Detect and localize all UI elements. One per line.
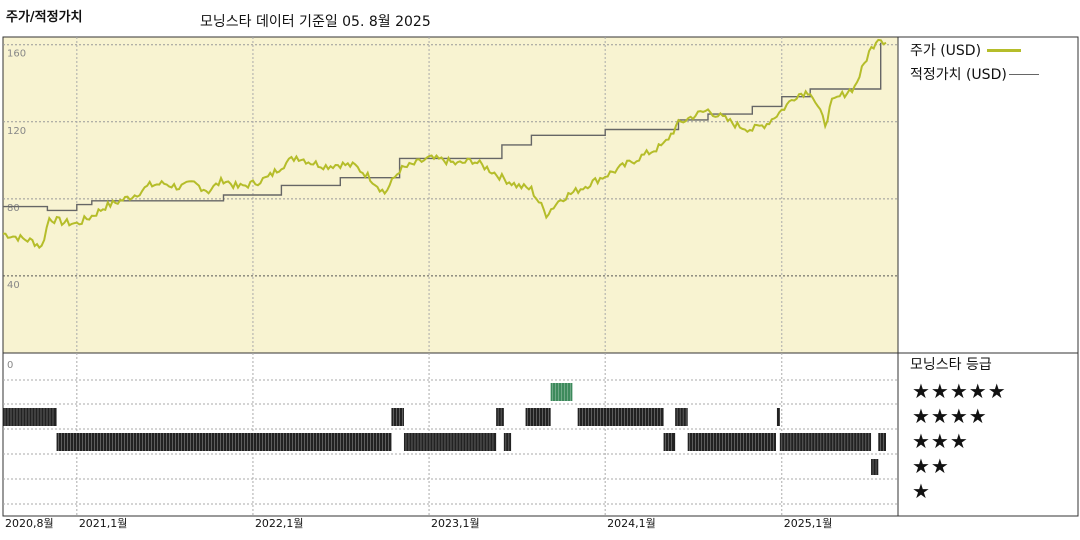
legend-fair-label: 적정가치 (USD) bbox=[910, 67, 1007, 83]
rating-title: 모닝스타 등급 bbox=[910, 357, 992, 373]
y-tick-label: 0 bbox=[7, 360, 13, 371]
legend-price: 주가 (USD) bbox=[910, 40, 1022, 60]
rating-2-stars: ★★ bbox=[912, 454, 950, 478]
rating-bar bbox=[391, 408, 404, 426]
rating-bar bbox=[878, 433, 886, 451]
rating-bar bbox=[496, 408, 504, 426]
rating-bar bbox=[687, 433, 776, 451]
x-tick-label: 2020,8월 bbox=[5, 517, 54, 530]
rating-bar bbox=[776, 408, 780, 426]
legend-fair-swatch bbox=[1008, 73, 1039, 75]
rating-4-stars: ★★★★ bbox=[912, 404, 988, 428]
legend-price-swatch bbox=[987, 48, 1022, 52]
rating-1-star: ★ bbox=[912, 479, 931, 503]
x-tick-label: 2024,1월 bbox=[607, 517, 656, 530]
legend-fair-value: 적정가치 (USD) bbox=[910, 64, 1039, 84]
rating-bar bbox=[3, 408, 57, 426]
legend-price-label: 주가 (USD) bbox=[910, 43, 982, 59]
x-tick-label: 2025,1월 bbox=[784, 517, 833, 530]
chart-title: 주가/적정가치 bbox=[6, 10, 83, 25]
rating-bar bbox=[403, 433, 497, 451]
rating-bar bbox=[779, 433, 872, 451]
rating-5-stars: ★★★★★ bbox=[912, 379, 1007, 403]
rating-bar bbox=[503, 433, 512, 451]
x-tick-label: 2022,1월 bbox=[255, 517, 304, 530]
rating-bar bbox=[550, 383, 573, 401]
rating-bar bbox=[663, 433, 676, 451]
plot-area bbox=[3, 37, 898, 353]
y-tick-label: 80 bbox=[7, 203, 20, 214]
x-tick-label: 2021,1월 bbox=[79, 517, 128, 530]
x-tick-label: 2023,1월 bbox=[431, 517, 480, 530]
rating-bar bbox=[56, 433, 392, 451]
rating-bar bbox=[577, 408, 664, 426]
y-tick-label: 120 bbox=[7, 126, 26, 137]
rating-3-stars: ★★★ bbox=[912, 429, 969, 453]
chart-frame bbox=[2, 36, 1079, 517]
y-tick-label: 40 bbox=[7, 280, 20, 291]
rating-bar bbox=[525, 408, 551, 426]
rating-bar bbox=[871, 459, 879, 475]
data-date-subtitle: 모닝스타 데이터 기준일 05. 8월 2025 bbox=[200, 14, 431, 30]
y-tick-label: 160 bbox=[7, 49, 26, 60]
rating-bar bbox=[675, 408, 688, 426]
fair-value-line bbox=[3, 42, 882, 212]
price-line bbox=[2, 38, 887, 250]
